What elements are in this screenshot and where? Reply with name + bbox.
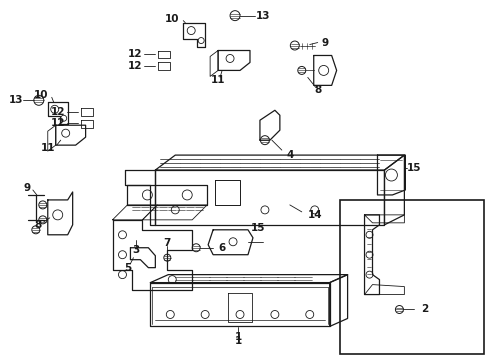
- Text: 5: 5: [123, 263, 131, 273]
- Text: 12: 12: [128, 62, 142, 71]
- Text: 13: 13: [255, 11, 270, 21]
- Text: 12: 12: [50, 118, 65, 128]
- Text: 9: 9: [321, 37, 327, 48]
- Text: 15: 15: [406, 163, 421, 173]
- Text: 10: 10: [34, 90, 48, 100]
- Text: 10: 10: [164, 14, 179, 24]
- Text: 12: 12: [128, 49, 142, 59]
- Text: 9: 9: [23, 183, 30, 193]
- Text: 1: 1: [234, 336, 241, 346]
- Text: 11: 11: [210, 75, 225, 85]
- Text: 12: 12: [50, 107, 65, 117]
- Text: 8: 8: [34, 220, 41, 230]
- Text: 4: 4: [285, 150, 293, 160]
- Text: 11: 11: [41, 143, 55, 153]
- Text: 2: 2: [420, 305, 427, 315]
- Bar: [339, 200, 483, 354]
- Text: 13: 13: [9, 95, 23, 105]
- Text: 14: 14: [307, 210, 322, 220]
- Text: 6: 6: [218, 243, 225, 253]
- Text: 7: 7: [163, 238, 171, 248]
- Text: 15: 15: [250, 223, 264, 233]
- Text: 1: 1: [234, 332, 241, 342]
- Text: 3: 3: [133, 245, 140, 255]
- Text: 8: 8: [313, 85, 321, 95]
